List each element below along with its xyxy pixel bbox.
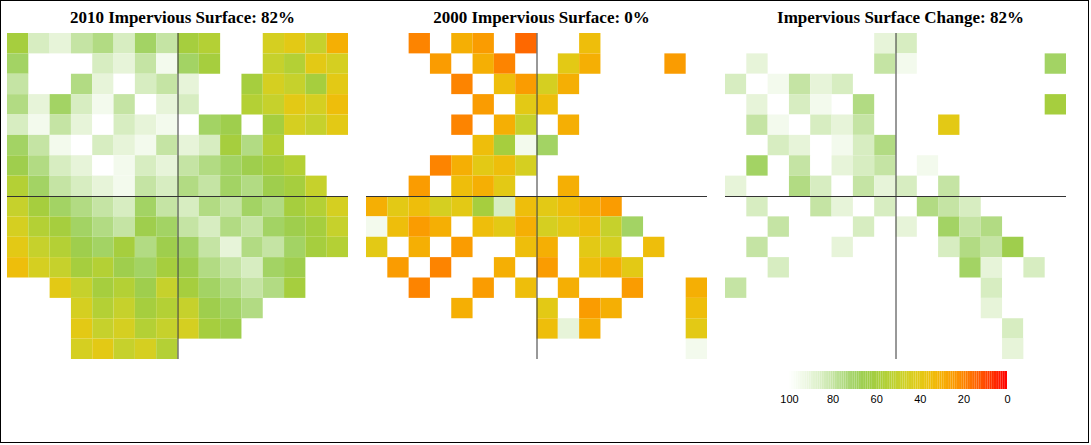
html-text:2010 Impervious Surface: 82%: 2010 Impervious Surface: 82%	[69, 8, 296, 27]
html-text:2000 Impervious Surface: 0%: 2000 Impervious Surface: 0%	[433, 8, 650, 27]
svg-text:40: 40	[914, 393, 926, 405]
svg-text:20: 20	[958, 393, 970, 405]
svg-text:60: 60	[871, 393, 883, 405]
html-text:Impervious Surface Change: 82%: Impervious Surface Change: 82%	[777, 8, 1024, 27]
svg-text:100: 100	[780, 393, 798, 405]
svg-text:0: 0	[1004, 393, 1010, 405]
svg-text:80: 80	[827, 393, 839, 405]
